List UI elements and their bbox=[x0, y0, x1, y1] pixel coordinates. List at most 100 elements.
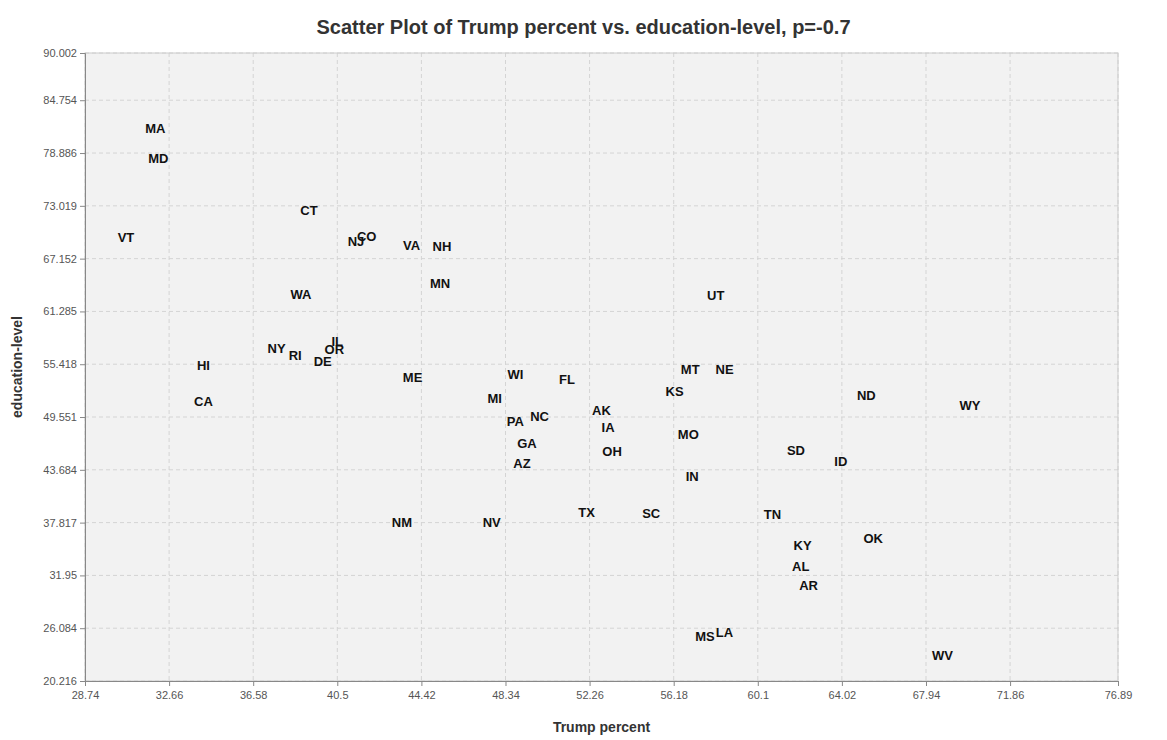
x-tick-mark bbox=[337, 681, 338, 686]
point-label: CO bbox=[357, 229, 377, 244]
y-grid-line bbox=[85, 205, 1118, 206]
y-tick-mark bbox=[80, 53, 85, 54]
x-tick: 32.66 bbox=[156, 681, 184, 701]
x-tick-label: 67.94 bbox=[913, 689, 941, 701]
point-label: RI bbox=[289, 348, 302, 363]
y-tick-label: 84.754 bbox=[43, 94, 77, 106]
point-label: AK bbox=[592, 403, 611, 418]
x-tick-label: 56.18 bbox=[660, 689, 688, 701]
y-tick: 67.152 bbox=[43, 253, 85, 265]
x-axis-line bbox=[86, 682, 1119, 687]
x-grid-line bbox=[421, 53, 422, 681]
x-tick-label: 40.5 bbox=[327, 689, 348, 701]
point-label: NY bbox=[268, 341, 286, 356]
y-tick: 84.754 bbox=[43, 94, 85, 106]
point-label: KS bbox=[666, 384, 684, 399]
x-grid-line bbox=[841, 53, 842, 681]
x-tick: 76.89 bbox=[1105, 681, 1133, 701]
y-grid-line bbox=[85, 628, 1118, 629]
y-tick-label: 67.152 bbox=[43, 253, 77, 265]
point-label: LA bbox=[716, 625, 734, 640]
point-label: MD bbox=[148, 151, 168, 166]
point-label: KY bbox=[794, 538, 812, 553]
x-tick-label: 44.42 bbox=[408, 689, 436, 701]
x-tick-mark bbox=[842, 681, 843, 686]
point-label: PA bbox=[507, 414, 525, 429]
x-tick: 36.58 bbox=[240, 681, 268, 701]
y-tick-mark bbox=[80, 100, 85, 101]
x-axis-title: Trump percent bbox=[553, 719, 651, 735]
point-label: OK bbox=[863, 531, 883, 546]
point-label: AZ bbox=[513, 456, 530, 471]
y-tick-mark bbox=[80, 681, 85, 682]
y-tick-mark bbox=[80, 523, 85, 524]
point-label: MN bbox=[430, 276, 450, 291]
y-tick-label: 90.002 bbox=[43, 47, 77, 59]
point-label: MO bbox=[678, 427, 699, 442]
y-grid-line bbox=[85, 522, 1118, 523]
x-tick: 48.34 bbox=[492, 681, 520, 701]
chart: 28.74 32.66 36.58 40.5 44.42 48.34 52.26 56.18 6… bbox=[0, 0, 1167, 740]
point-label: TX bbox=[578, 505, 595, 520]
x-tick: 44.42 bbox=[408, 681, 436, 701]
point-label: SD bbox=[787, 443, 805, 458]
x-tick: 56.18 bbox=[660, 681, 688, 701]
y-tick-label: 37.817 bbox=[43, 517, 77, 529]
x-tick-label: 28.74 bbox=[72, 689, 100, 701]
x-tick-label: 64.02 bbox=[829, 689, 857, 701]
x-tick: 67.94 bbox=[913, 681, 941, 701]
x-tick-label: 60.1 bbox=[748, 689, 769, 701]
y-tick-mark bbox=[80, 259, 85, 260]
y-tick-mark bbox=[80, 311, 85, 312]
y-grid-line bbox=[85, 153, 1118, 154]
y-tick: 55.418 bbox=[43, 358, 85, 370]
y-tick: 61.285 bbox=[43, 305, 85, 317]
x-tick: 71.86 bbox=[997, 681, 1025, 701]
x-tick-mark bbox=[758, 681, 759, 686]
point-label: TN bbox=[764, 507, 781, 522]
y-tick: 73.019 bbox=[43, 200, 85, 212]
point-label: ID bbox=[834, 454, 847, 469]
point-label: WY bbox=[959, 398, 980, 413]
point-label: CA bbox=[194, 394, 213, 409]
x-grid-line bbox=[253, 53, 254, 681]
y-tick-label: 61.285 bbox=[43, 305, 77, 317]
y-tick-label: 43.684 bbox=[43, 464, 77, 476]
y-tick: 37.817 bbox=[43, 517, 85, 529]
x-tick: 60.1 bbox=[748, 681, 769, 701]
point-label: OH bbox=[602, 444, 622, 459]
y-tick: 20.216 bbox=[43, 675, 85, 687]
point-label: ME bbox=[403, 370, 423, 385]
y-grid-line bbox=[85, 364, 1118, 365]
point-label: ND bbox=[857, 388, 876, 403]
y-axis: 20.21626.08431.9537.81743.68449.55155.41… bbox=[43, 47, 85, 687]
x-grid-line bbox=[505, 53, 506, 681]
x-grid-line bbox=[757, 53, 758, 681]
y-tick-mark bbox=[80, 417, 85, 418]
x-axis: 28.74 32.66 36.58 40.5 44.42 48.34 52.26 56.18 6… bbox=[72, 681, 1133, 701]
x-grid-line bbox=[1010, 53, 1011, 681]
x-grid-line bbox=[169, 53, 170, 681]
point-label: NV bbox=[483, 515, 501, 530]
point-label: WA bbox=[291, 287, 313, 302]
y-grid-line bbox=[85, 311, 1118, 312]
y-tick-label: 26.084 bbox=[43, 622, 77, 634]
point-label: GA bbox=[517, 436, 537, 451]
y-tick-mark bbox=[80, 364, 85, 365]
point-label: FL bbox=[559, 372, 575, 387]
point-label: WV bbox=[932, 648, 953, 663]
x-tick: 52.26 bbox=[576, 681, 604, 701]
point-label: SC bbox=[642, 506, 661, 521]
x-tick-mark bbox=[674, 681, 675, 686]
x-grid-line bbox=[337, 53, 338, 681]
point-label: NM bbox=[392, 515, 412, 530]
point-label: AL bbox=[792, 559, 809, 574]
point-label: VA bbox=[403, 238, 421, 253]
x-tick-mark bbox=[253, 681, 254, 686]
point-label: VT bbox=[118, 230, 135, 245]
y-tick-mark bbox=[80, 153, 85, 154]
point-label: IA bbox=[602, 420, 616, 435]
point-label: AR bbox=[799, 578, 818, 593]
y-tick-label: 55.418 bbox=[43, 358, 77, 370]
x-tick-mark bbox=[1118, 681, 1119, 686]
